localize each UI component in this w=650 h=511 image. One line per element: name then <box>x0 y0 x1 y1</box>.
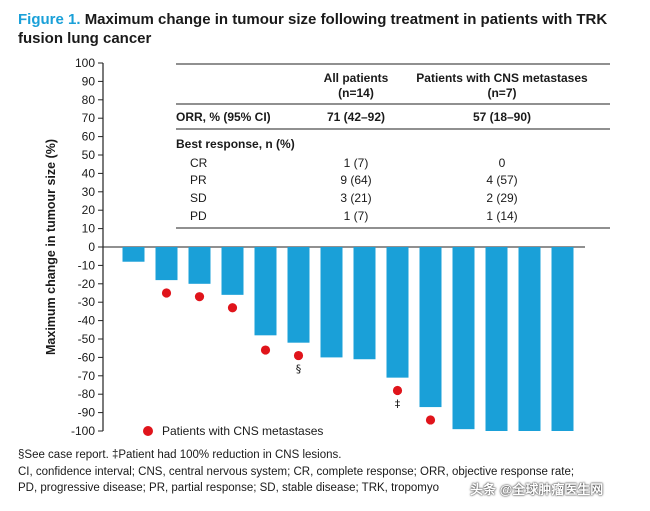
bar <box>254 247 277 336</box>
row-pr-cns: 4 (57) <box>486 173 517 187</box>
col-head-all-2: (n=14) <box>338 86 374 100</box>
bar <box>320 247 343 358</box>
y-axis: 1009080706050403020100-10-20-30-40-50-60… <box>71 56 585 438</box>
footnote-line-3: PD, progressive disease; PR, partial res… <box>18 482 440 494</box>
legend: Patients with CNS metastases <box>143 424 323 438</box>
row-cr-all: 1 (7) <box>344 156 369 170</box>
cns-markers-group: §‡ <box>161 288 436 425</box>
row-cr-cns: 0 <box>499 156 506 170</box>
figure-label: Figure 1. <box>18 11 81 28</box>
bar <box>188 247 211 284</box>
y-tick-label: -50 <box>78 332 96 346</box>
col-head-all-1: All patients <box>324 71 389 85</box>
inset-table: All patients (n=14) Patients with CNS me… <box>176 63 610 229</box>
bar <box>122 247 145 262</box>
cns-marker <box>194 292 205 302</box>
orr-all: 71 (42–92) <box>327 110 385 124</box>
y-tick-label: -20 <box>78 277 96 291</box>
y-tick-label: 60 <box>82 130 96 144</box>
marker-symbol: § <box>296 363 302 376</box>
bar <box>287 247 310 343</box>
y-tick-label: 50 <box>82 148 96 162</box>
y-tick-label: -90 <box>78 406 96 420</box>
y-tick-label: 10 <box>82 222 96 236</box>
col-head-cns-1: Patients with CNS metastases <box>416 71 588 85</box>
bars-group <box>122 247 574 431</box>
row-pd-cns: 1 (14) <box>486 209 517 223</box>
row-sd-cns: 2 (29) <box>486 191 517 205</box>
y-tick-label: -60 <box>78 350 96 364</box>
legend-marker <box>143 426 153 436</box>
y-tick-label: 80 <box>82 93 96 107</box>
y-tick-label: 40 <box>82 166 96 180</box>
row-cr-label: CR <box>190 156 208 170</box>
cns-marker <box>161 288 172 298</box>
footnote-line-1: §See case report. ‡Patient had 100% redu… <box>18 449 342 461</box>
bar <box>551 247 574 431</box>
orr-label: ORR, % (95% CI) <box>176 110 271 124</box>
footnotes: §See case report. ‡Patient had 100% redu… <box>18 447 638 497</box>
watermark: 头条 @全球肿瘤医生网 <box>470 482 604 497</box>
best-response-label: Best response, n (%) <box>176 137 295 151</box>
cns-marker <box>425 415 436 425</box>
footnote-line-2: CI, confidence interval; CNS, central ne… <box>18 465 575 478</box>
marker-symbol: ‡ <box>395 398 401 411</box>
y-tick-label: 70 <box>82 111 96 125</box>
row-pd-all: 1 (7) <box>344 209 369 223</box>
y-tick-label: 30 <box>82 185 96 199</box>
row-sd-label: SD <box>190 191 207 205</box>
bar <box>353 247 376 360</box>
y-tick-label: -40 <box>78 314 96 328</box>
legend-label: Patients with CNS metastases <box>162 424 323 438</box>
y-tick-label: -70 <box>78 369 96 383</box>
bar <box>518 247 541 431</box>
y-tick-label: 20 <box>82 203 96 217</box>
orr-cns: 57 (18–90) <box>473 110 531 124</box>
row-pr-label: PR <box>190 173 207 187</box>
y-tick-label: -80 <box>78 387 96 401</box>
cns-marker <box>293 350 304 361</box>
bar <box>419 247 442 408</box>
y-tick-label: -30 <box>78 295 96 309</box>
bar <box>155 247 178 281</box>
cns-marker <box>227 303 238 313</box>
y-tick-label: -100 <box>71 424 95 438</box>
y-tick-label: -10 <box>78 258 96 272</box>
waterfall-chart: 1009080706050403020100-10-20-30-40-50-60… <box>44 56 610 438</box>
y-tick-label: 0 <box>88 240 95 254</box>
y-tick-label: 90 <box>82 74 96 88</box>
figure-title: Figure 1. Maximum change in tumour size … <box>18 10 638 48</box>
y-tick-label: 100 <box>75 56 95 70</box>
bar <box>452 247 475 430</box>
row-pr-all: 9 (64) <box>340 173 371 187</box>
y-axis-label: Maximum change in tumour size (%) <box>44 139 58 355</box>
cns-marker <box>260 345 271 355</box>
col-head-cns-2: (n=7) <box>487 86 516 100</box>
cns-marker <box>392 385 403 396</box>
row-pd-label: PD <box>190 209 207 223</box>
row-sd-all: 3 (21) <box>340 191 371 205</box>
bar <box>221 247 244 295</box>
bar <box>485 247 508 431</box>
figure-title-text: Maximum change in tumour size following … <box>18 11 608 47</box>
bar <box>386 247 409 378</box>
